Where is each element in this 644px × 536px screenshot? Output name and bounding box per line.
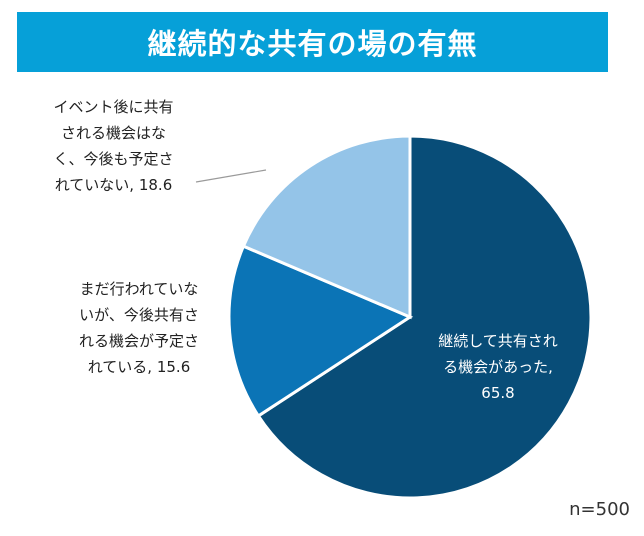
slice-label-3: イベント後に共有 される機会はな く、今後も予定さ れていない, 18.6 [53,98,174,194]
leader-line [195,169,267,183]
pie-slice-planned [227,244,414,418]
pie-slice-none [241,134,412,320]
sample-size: n=500 [569,499,630,520]
slice-label-2: まだ行われていな いが、今後共有さ れる機会が予定さ れている, 15.6 [78,280,199,376]
chart-title: 継続的な共有の場の有無 [147,27,478,61]
pie-slice-continued [256,134,593,500]
title-banner: 継続的な共有の場の有無 [17,12,608,72]
pie-slices [227,134,593,500]
slice-label-1: 継続して共有され る機会があった, 65.8 [438,332,558,402]
